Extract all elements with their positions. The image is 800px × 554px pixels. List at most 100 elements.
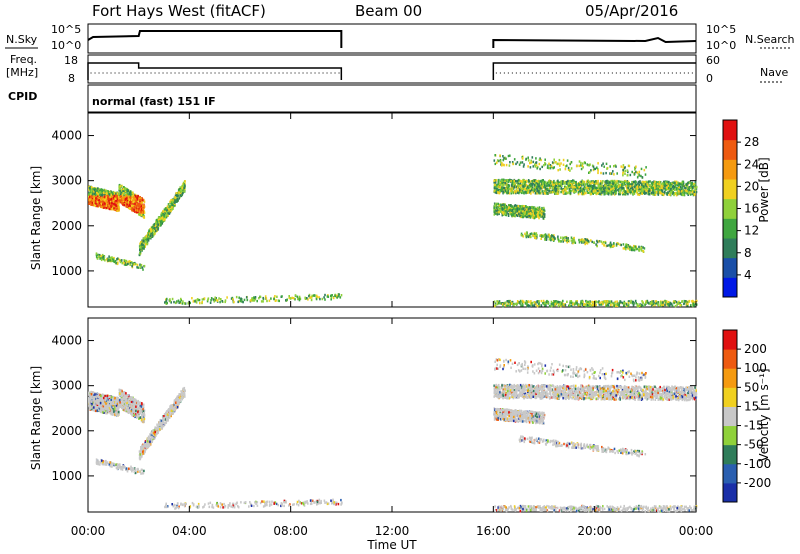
echo-cell bbox=[551, 183, 554, 186]
echo-cell bbox=[521, 189, 524, 192]
noise-panel-frame bbox=[87, 23, 697, 54]
echo-cell bbox=[619, 243, 621, 246]
echo-cell bbox=[688, 188, 690, 191]
echo-cell bbox=[113, 201, 116, 204]
echo-cell bbox=[111, 191, 113, 194]
echo-cell bbox=[638, 187, 641, 191]
echo-cell bbox=[648, 189, 651, 192]
echo-cell bbox=[120, 259, 123, 262]
echo-cell bbox=[144, 240, 147, 243]
echo-cell bbox=[546, 184, 548, 188]
echo-cell bbox=[595, 243, 597, 246]
echo-cell bbox=[160, 222, 162, 225]
echo-cell bbox=[519, 183, 522, 186]
echo-cell bbox=[654, 186, 656, 190]
echo-cell bbox=[530, 186, 532, 189]
echo-cell bbox=[98, 202, 101, 205]
echo-cell bbox=[496, 191, 498, 195]
echo-cell bbox=[603, 192, 606, 196]
echo-cell bbox=[606, 182, 609, 185]
echo-cell bbox=[292, 297, 295, 300]
echo-cell bbox=[624, 169, 626, 173]
echo-cell bbox=[598, 240, 601, 243]
echo-cell bbox=[281, 295, 283, 298]
echo-cell bbox=[501, 183, 504, 186]
echo-cell bbox=[541, 234, 543, 237]
echo-cell bbox=[135, 208, 138, 212]
echo-cell bbox=[541, 206, 543, 210]
echo-cell bbox=[118, 191, 121, 194]
echo-cell bbox=[135, 206, 138, 209]
echo-cell bbox=[506, 206, 508, 209]
echo-cell bbox=[100, 254, 102, 258]
echo-cell bbox=[104, 259, 106, 262]
echo-cell bbox=[664, 184, 667, 188]
echo-cell bbox=[502, 213, 505, 216]
echo-cell bbox=[135, 199, 138, 202]
echo-cell bbox=[167, 208, 169, 212]
echo-cell bbox=[617, 183, 620, 186]
echo-cell bbox=[130, 261, 133, 264]
echo-cell bbox=[532, 208, 534, 211]
echo-cell bbox=[95, 196, 98, 199]
echo-cell bbox=[151, 231, 153, 234]
echo-cell bbox=[644, 186, 647, 189]
echo-cell bbox=[645, 166, 647, 169]
echo-cell bbox=[510, 205, 513, 208]
echo-cell bbox=[643, 182, 646, 186]
echo-cell bbox=[527, 191, 530, 194]
echo-cell bbox=[525, 210, 528, 213]
echo-cell bbox=[95, 252, 98, 255]
echo-cell bbox=[111, 195, 113, 198]
echo-cell bbox=[616, 172, 618, 175]
power-echoes bbox=[88, 154, 698, 308]
echo-cell bbox=[105, 196, 107, 199]
echo-cell bbox=[123, 203, 126, 207]
echo-cell bbox=[641, 182, 643, 185]
echo-cell bbox=[542, 217, 545, 220]
echo-cell bbox=[543, 164, 545, 167]
echo-cell bbox=[97, 195, 99, 198]
echo-cell bbox=[166, 301, 168, 305]
echo-cell bbox=[508, 209, 511, 212]
echo-cell bbox=[647, 180, 650, 183]
echo-cell bbox=[136, 198, 139, 201]
echo-cell bbox=[104, 195, 106, 199]
echo-cell bbox=[632, 247, 635, 250]
echo-cell bbox=[117, 208, 120, 211]
echo-cell bbox=[514, 212, 517, 215]
echo-cell bbox=[590, 184, 593, 187]
echo-cell bbox=[631, 186, 634, 189]
echo-cell bbox=[600, 187, 602, 190]
echo-cell bbox=[96, 197, 99, 201]
echo-cell bbox=[656, 186, 659, 189]
echo-cell bbox=[169, 200, 171, 204]
echo-cell bbox=[520, 206, 522, 209]
echo-cell bbox=[136, 204, 139, 207]
echo-cell bbox=[521, 180, 524, 183]
echo-cell bbox=[522, 212, 524, 215]
echo-cell bbox=[678, 184, 680, 187]
echo-cell bbox=[572, 179, 575, 182]
echo-cell bbox=[144, 243, 147, 246]
echo-cell bbox=[536, 192, 538, 195]
echo-cell bbox=[177, 191, 179, 195]
echo-cell bbox=[268, 299, 271, 302]
echo-cell bbox=[107, 203, 110, 207]
echo-cell bbox=[110, 193, 112, 197]
echo-cell bbox=[634, 245, 636, 248]
echo-cell bbox=[521, 161, 524, 164]
echo-cell bbox=[569, 189, 572, 192]
echo-cell bbox=[672, 187, 674, 190]
echo-cell bbox=[164, 301, 166, 304]
echo-cell bbox=[525, 190, 528, 194]
echo-cell bbox=[610, 193, 613, 196]
echo-cell bbox=[534, 236, 536, 240]
echo-cell bbox=[580, 180, 582, 184]
echo-cell bbox=[609, 241, 612, 244]
echo-cell bbox=[619, 191, 621, 195]
echo-cell bbox=[143, 203, 145, 206]
echo-cell bbox=[634, 168, 636, 171]
echo-cell bbox=[595, 191, 597, 195]
echo-cell bbox=[604, 184, 606, 187]
